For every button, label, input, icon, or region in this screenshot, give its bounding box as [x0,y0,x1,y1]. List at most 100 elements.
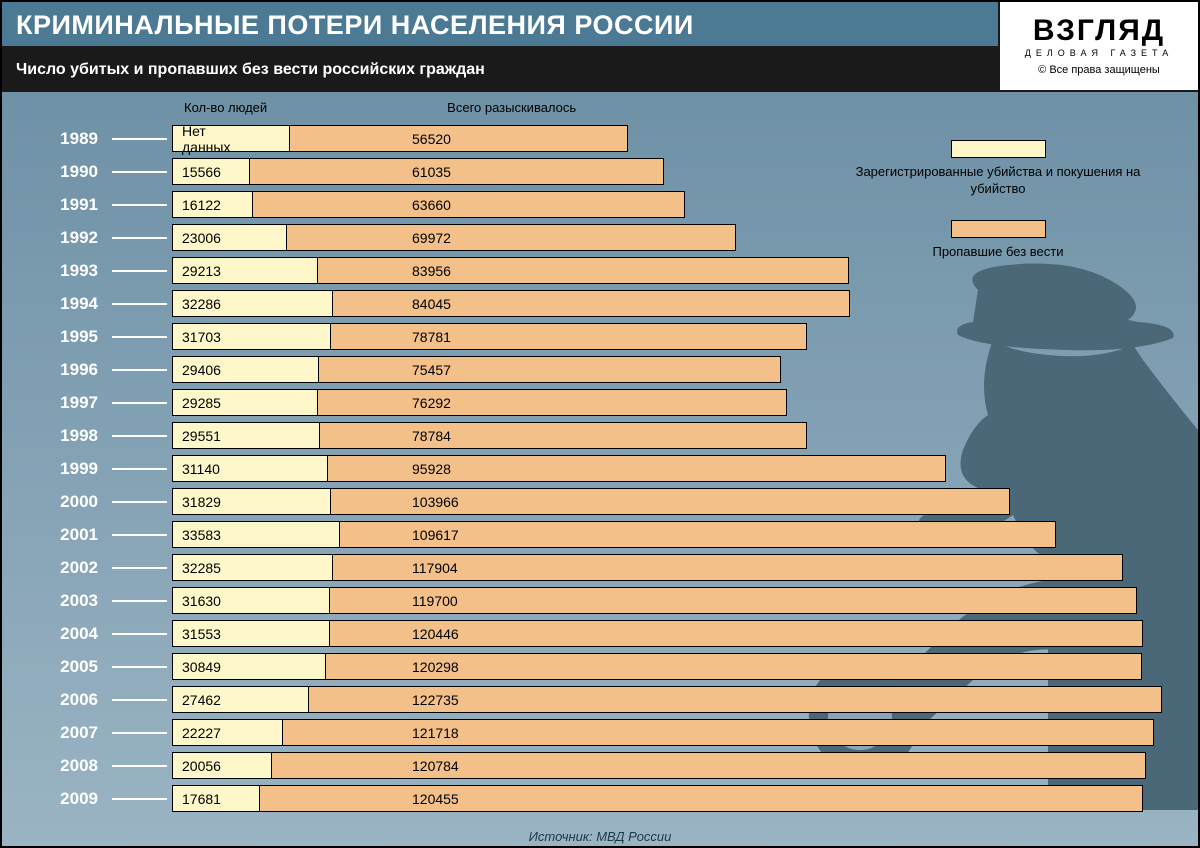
bar-murders-value: 27462 [182,686,221,713]
tick-line [112,765,167,767]
tick-line [112,798,167,800]
bar-missing-value: 78781 [412,323,451,350]
tick-line [112,402,167,404]
bar-murders-value: 33583 [182,521,221,548]
legend-label-missing: Пропавшие без вести [932,244,1063,261]
chart-row: 1997 29285 76292 [2,386,1198,419]
bar-missing-value: 117904 [412,554,458,581]
bar-missing [172,785,1143,812]
bar-murders-value: 16122 [182,191,221,218]
chart-row: 19982955178784 [2,419,1198,452]
bar-murders-value: 31553 [182,620,221,647]
tick-line [112,369,167,371]
page-title: КРИМИНАЛЬНЫЕ ПОТЕРИ НАСЕЛЕНИЯ РОССИИ [2,2,998,48]
bar-murders-value: 29406 [182,356,221,383]
bar-missing-value: 109617 [412,521,459,548]
bar-murders-value: 15566 [182,158,221,185]
tick-line [112,435,167,437]
bar-murders-value: 17681 [182,785,221,812]
logo-main: ВЗГЛЯД [1033,16,1165,46]
legend-item-missing: Пропавшие без вести [848,220,1148,261]
bar-missing-value: 103966 [412,488,459,515]
bar-missing [172,752,1146,779]
bar-missing-value: 120784 [412,752,459,779]
chart-row: 2003 31630 119700 [2,584,1198,617]
source-text: Источник: МВД России [2,829,1198,844]
tick-line [112,732,167,734]
year-label: 2005 [2,650,112,683]
bar-missing-value: 69972 [412,224,451,251]
bar-missing-value: 95928 [412,455,451,482]
year-label: 2001 [2,518,112,551]
header: КРИМИНАЛЬНЫЕ ПОТЕРИ НАСЕЛЕНИЯ РОССИИ Чис… [2,2,1198,92]
bar-missing-value: 122735 [412,686,459,713]
bar-murders-value: 30849 [182,653,221,680]
tick-line [112,303,167,305]
bar-murders-value: 22227 [182,719,221,746]
chart-row: 200917681120455 [2,782,1198,815]
year-label: 1994 [2,287,112,320]
year-label: 2007 [2,716,112,749]
chart-row: 2005 30849 120298 [2,650,1198,683]
bar-murders-value: Нет данных [182,125,230,152]
legend-label-murders: Зарегистрированные убийства и покушения … [848,164,1148,198]
chart-row: 200820056120784 [2,749,1198,782]
bar-murders-value: 32285 [182,554,221,581]
bar-murders-value: 31630 [182,587,221,614]
chart-row: 200031829103966 [2,485,1198,518]
bar-murders-value: 29551 [182,422,221,449]
year-label: 1999 [2,452,112,485]
chart-row: 2002 32285 117904 [2,551,1198,584]
chart-area: Кол-во людей Всего разыскивалось 1989Нет… [2,92,1198,848]
year-label: 2003 [2,584,112,617]
col-header-people: Кол-во людей [184,100,267,115]
bar-missing-value: 61035 [412,158,451,185]
bar-missing-value: 119700 [412,587,458,614]
bar-murders-value: 31829 [182,488,221,515]
bar-missing-value: 78784 [412,422,451,449]
tick-line [112,237,167,239]
legend-swatch-murders [951,140,1046,158]
bar-missing-value: 63660 [412,191,451,218]
bar-missing-value: 120446 [412,620,459,647]
bar-missing-value: 56520 [412,125,451,152]
chart-row: 1999 31140 95928 [2,452,1198,485]
bar-murders-value: 23006 [182,224,221,251]
header-left: КРИМИНАЛЬНЫЕ ПОТЕРИ НАСЕЛЕНИЯ РОССИИ Чис… [2,2,998,92]
year-label: 1997 [2,386,112,419]
chart-row: 2004 31553 120446 [2,617,1198,650]
tick-line [112,666,167,668]
bar-missing-value: 75457 [412,356,451,383]
bar-murders-value: 31703 [182,323,221,350]
bar-murders-value: 31140 [182,455,220,482]
bar-missing-value: 120298 [412,653,459,680]
legend: Зарегистрированные убийства и покушения … [848,140,1148,283]
tick-line [112,171,167,173]
year-label: 1995 [2,320,112,353]
bar-missing-value: 76292 [412,389,451,416]
year-label: 1992 [2,221,112,254]
year-label: 2004 [2,617,112,650]
bar-missing [172,719,1154,746]
tick-line [112,633,167,635]
tick-line [112,138,167,140]
year-label: 2006 [2,683,112,716]
bar-missing-value: 83956 [412,257,451,284]
bar-murders-value: 29285 [182,389,221,416]
tick-line [112,468,167,470]
bar-missing-value: 120455 [412,785,459,812]
logo: ВЗГЛЯД ДЕЛОВАЯ ГАЗЕТА © Все права защище… [998,2,1198,92]
legend-item-murders: Зарегистрированные убийства и покушения … [848,140,1148,198]
chart-row: 2006 27462 122735 [2,683,1198,716]
chart-row: 1995 31703 78781 [2,320,1198,353]
logo-copyright: © Все права защищены [1038,64,1160,76]
year-label: 1996 [2,353,112,386]
bar-missing [172,686,1162,713]
tick-line [112,699,167,701]
year-label: 2002 [2,551,112,584]
year-label: 2008 [2,749,112,782]
page-subtitle: Число убитых и пропавших без вести росси… [2,48,998,92]
tick-line [112,567,167,569]
tick-line [112,600,167,602]
tick-line [112,336,167,338]
